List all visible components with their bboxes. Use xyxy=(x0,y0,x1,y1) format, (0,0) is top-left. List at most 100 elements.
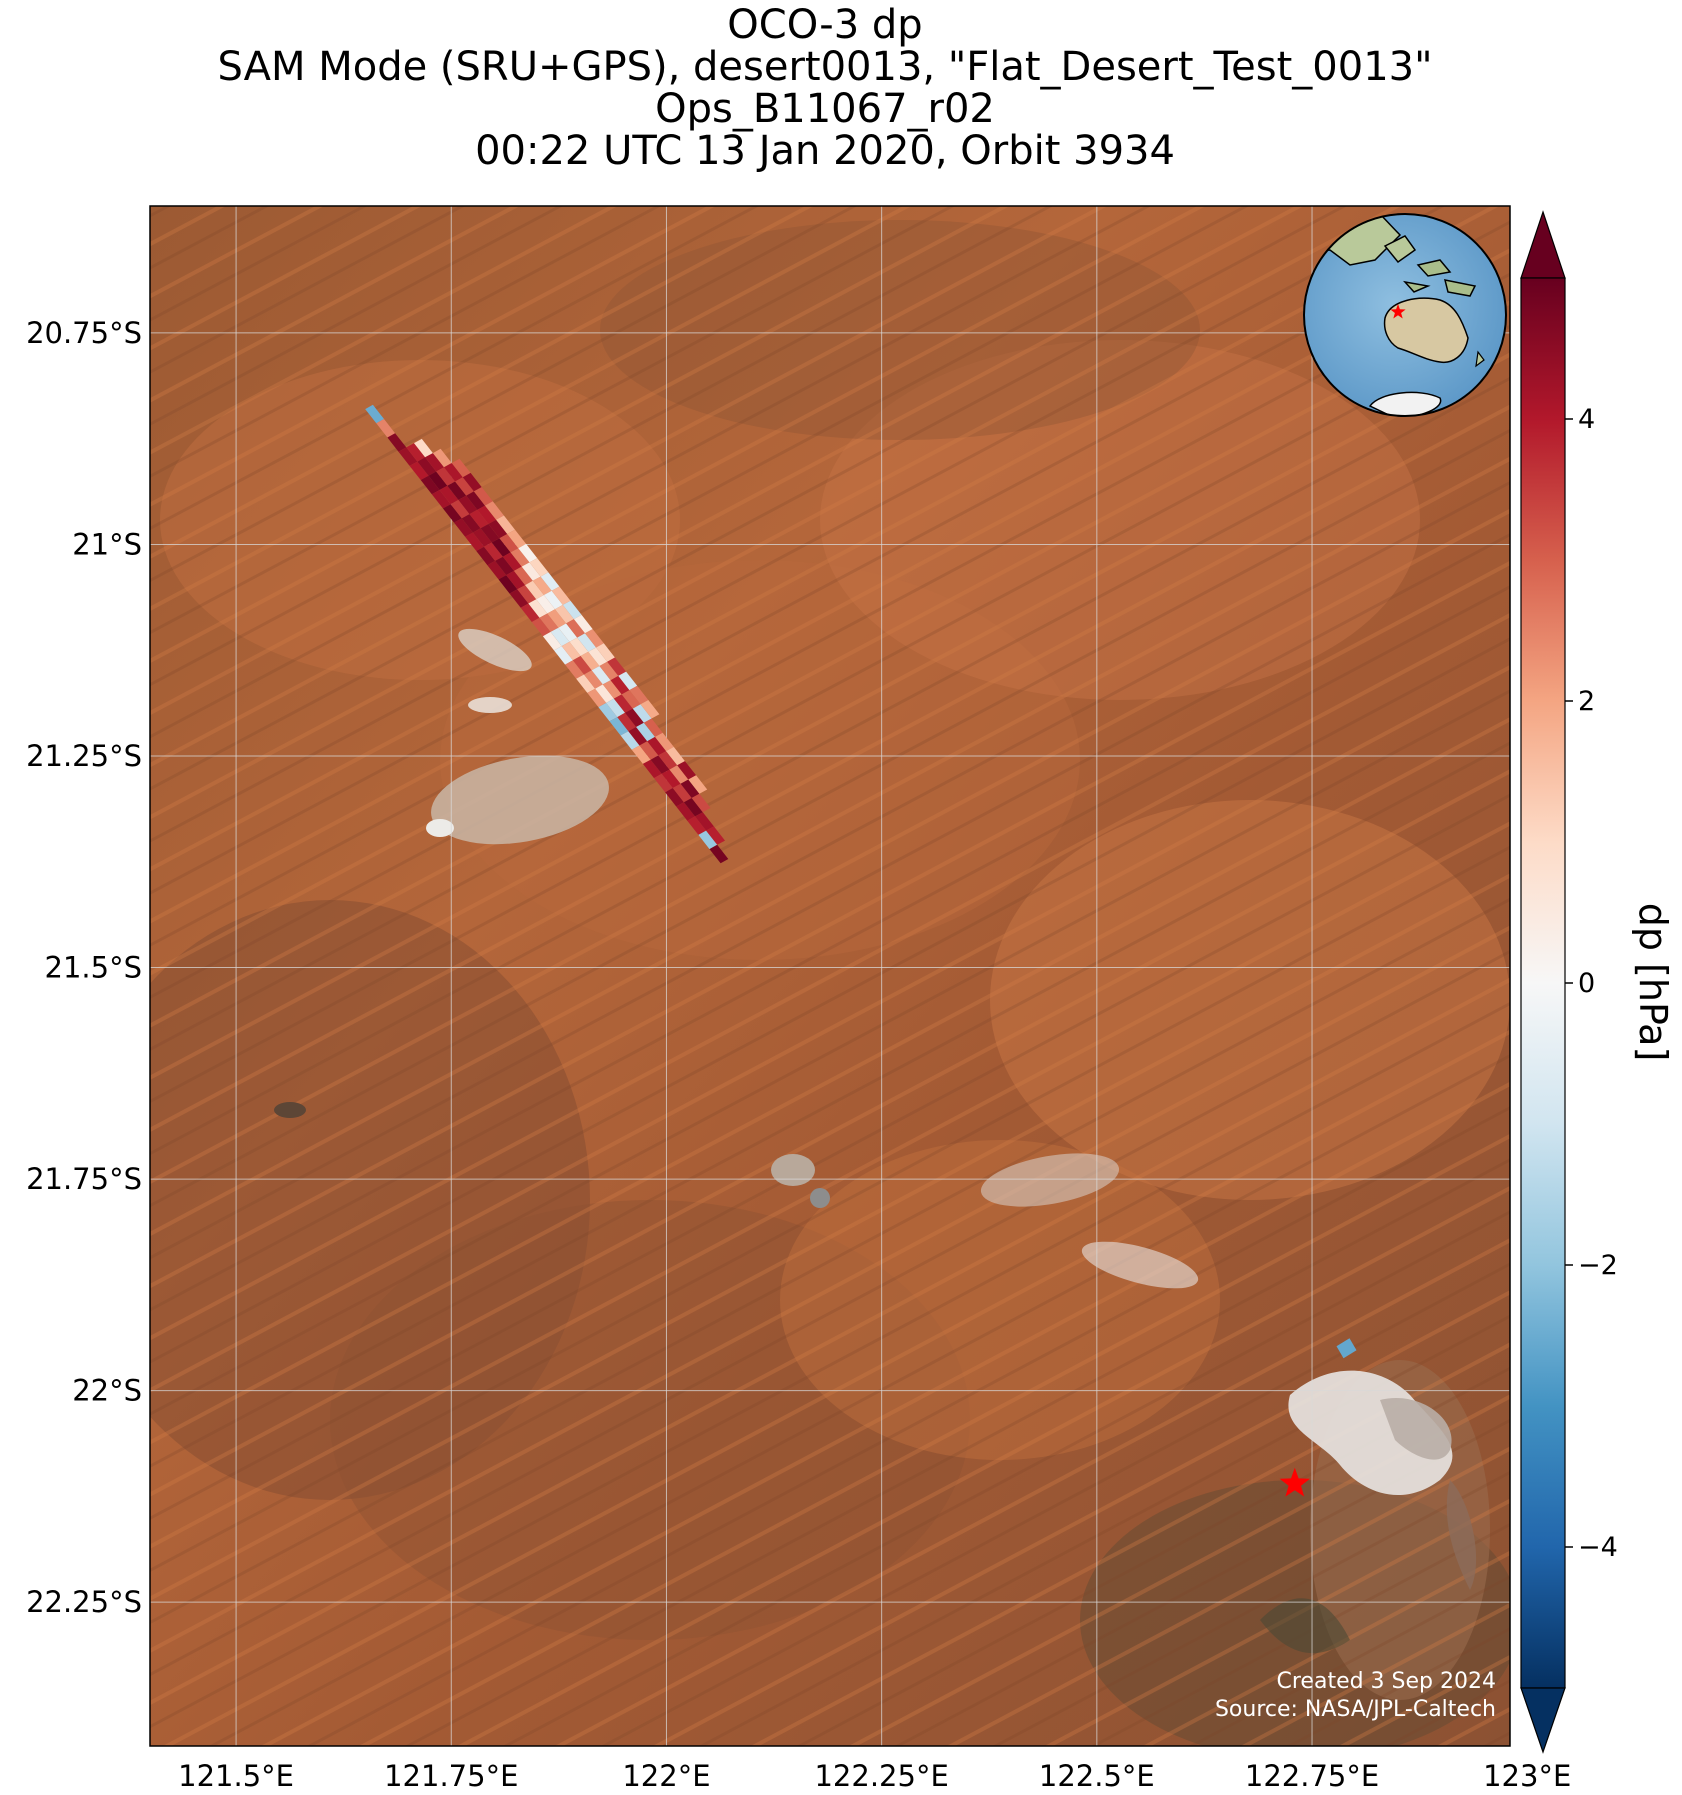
colorbar-extend-min xyxy=(1520,1687,1566,1754)
dp-footprint xyxy=(425,453,444,472)
dp-footprint xyxy=(561,641,581,661)
title-line-4: 00:22 UTC 13 Jan 2020, Orbit 3934 xyxy=(475,128,1175,174)
dp-footprint xyxy=(542,631,562,651)
dp-footprint xyxy=(658,751,678,770)
colorbar: 4 2 0 −2 −4 dp [hPa] xyxy=(1520,210,1675,1754)
title-line-2: SAM Mode (SRU+GPS), desert0013, "Flat_De… xyxy=(217,44,1433,90)
dp-footprint xyxy=(536,595,555,614)
dp-footprint xyxy=(398,447,418,466)
dp-footprint xyxy=(632,704,652,723)
dp-footprint xyxy=(566,619,585,638)
dp-footprint xyxy=(642,759,662,779)
dp-footprint xyxy=(640,700,660,719)
dp-footprint xyxy=(691,793,711,813)
dp-footprint xyxy=(539,613,559,632)
dp-footprint xyxy=(462,472,482,492)
dp-footprint xyxy=(585,629,604,648)
dp-footprint xyxy=(609,717,629,736)
dp-footprint xyxy=(698,830,718,850)
x-tick-label: 123°E xyxy=(1483,1759,1571,1793)
salt-lake-features xyxy=(274,628,1477,1654)
dp-footprint xyxy=(661,769,681,788)
dp-footprint xyxy=(454,518,473,537)
dp-footprint xyxy=(550,627,570,647)
dp-footprint xyxy=(687,816,707,835)
dp-footprint xyxy=(606,698,625,718)
dp-footprint xyxy=(444,463,463,482)
dp-footprint xyxy=(629,685,649,705)
dp-footprint xyxy=(532,576,552,595)
dp-footprint xyxy=(688,775,708,794)
dp-footprint xyxy=(518,543,538,563)
dp-footprint xyxy=(591,666,611,685)
inset-globe xyxy=(1303,213,1507,417)
dp-footprint xyxy=(431,490,451,509)
dp-footprint xyxy=(365,404,384,424)
dp-footprint xyxy=(491,538,511,557)
y-tick-label: 21.25°S xyxy=(26,739,142,773)
dp-footprint xyxy=(487,560,507,580)
dp-footprint xyxy=(447,481,467,500)
dp-footprint xyxy=(496,515,515,534)
colorbar-gradient xyxy=(1520,277,1566,1689)
colorbar-tick-label: −2 xyxy=(1578,1250,1618,1281)
dp-footprint xyxy=(466,491,485,510)
dp-footprint xyxy=(476,546,496,566)
dp-footprint xyxy=(588,647,608,666)
dp-footprint xyxy=(502,552,522,571)
x-axis-ticks: 121.5°E 121.75°E 122°E 122.25°E 122.5°E 122.7… xyxy=(178,1759,1571,1793)
dp-footprint xyxy=(477,505,497,524)
globe-outline xyxy=(1303,213,1507,417)
dp-footprint xyxy=(595,684,614,703)
dp-footprint xyxy=(577,633,597,652)
dp-footprint xyxy=(677,761,697,780)
colorbar-extend-max xyxy=(1520,210,1566,279)
x-tick-label: 122.5°E xyxy=(1039,1759,1155,1793)
dp-footprint xyxy=(621,690,641,709)
dp-footprint xyxy=(543,590,563,610)
dp-footprint xyxy=(562,600,582,620)
dp-footprint xyxy=(558,623,578,642)
dp-footprint xyxy=(509,589,529,608)
dp-footprint xyxy=(655,732,674,752)
dp-footprint xyxy=(551,586,571,605)
dp-footprint xyxy=(420,475,440,495)
dp-footprint xyxy=(506,570,526,590)
target-star-icon xyxy=(1279,1467,1310,1497)
dp-footprint xyxy=(480,524,500,543)
colorbar-tick-label: −4 xyxy=(1578,1532,1618,1563)
dp-footprint xyxy=(555,604,574,624)
dp-footprint xyxy=(432,448,452,468)
map-area: Created 3 Sep 2024 Source: NASA/JPL-Calt… xyxy=(150,206,1510,1746)
dp-footprint xyxy=(465,532,484,551)
plot-title: OCO-3 dp SAM Mode (SRU+GPS), desert0013,… xyxy=(0,4,1650,172)
dp-footprint xyxy=(531,617,551,637)
dp-footprint xyxy=(706,826,725,845)
map-gridlines xyxy=(150,206,1510,1746)
dp-footprint xyxy=(666,746,685,766)
map-frame xyxy=(149,205,1511,1747)
dp-footprint xyxy=(650,755,670,774)
dp-footprint xyxy=(596,643,615,662)
dp-footprint xyxy=(618,671,638,691)
dp-footprint xyxy=(520,603,540,622)
dp-footprint xyxy=(451,458,471,478)
dp-footprint xyxy=(414,438,433,458)
dp-footprint xyxy=(647,736,667,756)
globe-marker-icon xyxy=(1390,304,1406,319)
dp-footprint xyxy=(569,637,589,656)
dp-footprint xyxy=(654,773,673,793)
dp-footprint xyxy=(498,575,518,594)
dp-footprint xyxy=(628,727,648,746)
dp-footprint xyxy=(669,765,689,784)
y-tick-label: 20.75°S xyxy=(26,316,142,350)
dp-footprint-swath xyxy=(365,404,1357,1359)
y-axis-ticks: 20.75°S 21°S 21.25°S 21.5°S 21.75°S 22°S 22.25… xyxy=(26,316,142,1619)
dp-footprint xyxy=(617,712,637,732)
credit-created: Created 3 Sep 2024 xyxy=(1277,1669,1497,1694)
dp-footprint xyxy=(572,656,592,675)
dp-footprint xyxy=(625,708,644,727)
dp-footprint xyxy=(514,566,533,586)
colorbar-ticks: 4 2 0 −2 −4 xyxy=(1565,404,1618,1563)
